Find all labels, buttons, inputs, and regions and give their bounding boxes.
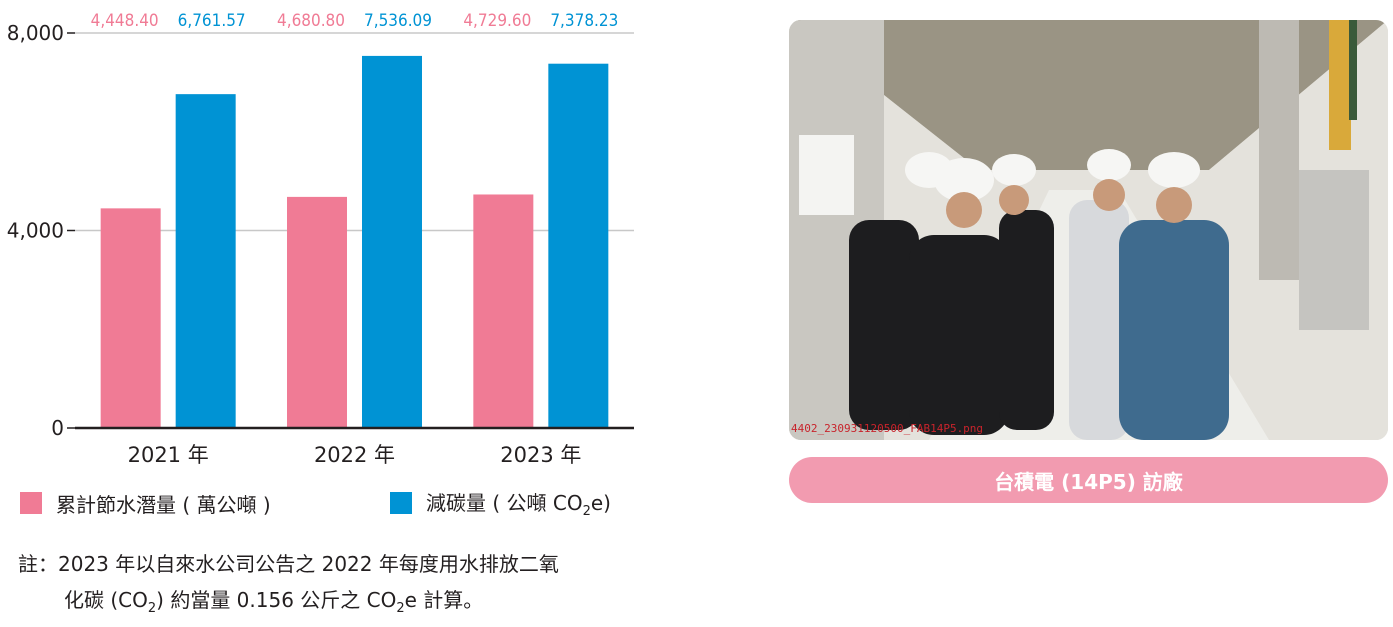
data-label: 4,448.40 <box>91 11 159 31</box>
x-tick-label: 2022 年 <box>314 443 395 467</box>
bar <box>362 55 422 429</box>
y-tick-label: 0 <box>51 416 64 440</box>
legend-item-water: 累計節水潛量 ( 萬公噸 ) <box>20 486 271 520</box>
bar <box>287 196 347 428</box>
legend-label-water: 累計節水潛量 ( 萬公噸 ) <box>56 492 271 517</box>
grid-lines <box>75 32 634 232</box>
data-label: 4,729.60 <box>463 11 531 31</box>
footnote-line-2: 化碳 (CO2) 約當量 0.156 公斤之 CO2e 計算。 <box>64 588 484 616</box>
legend-item-carbon: 減碳量 ( 公噸 CO2e) <box>390 486 611 520</box>
x-tick-label: 2021 年 <box>128 443 209 467</box>
y-tick-label: 4,000 <box>7 219 64 243</box>
bar <box>473 194 534 428</box>
bars <box>100 55 609 429</box>
photo-watermark: 4402_230931120500_FAB14P5.png <box>791 422 983 435</box>
axes: 0 4,000 8,000 2021 年 2022 年 2023 年 <box>7 21 634 467</box>
bar <box>175 94 236 428</box>
legend-swatch-water <box>20 492 42 514</box>
data-labels: 4,448.40 6,761.57 4,680.80 7,536.09 4,729.60… <box>91 11 619 31</box>
data-label: 7,378.23 <box>550 11 618 31</box>
bar <box>100 208 161 428</box>
factory-visit-photo: 4402_230931120500_FAB14P5.png <box>789 20 1388 440</box>
legend-swatch-carbon <box>390 492 412 514</box>
legend-label-carbon: 減碳量 ( 公噸 CO2e) <box>426 491 611 519</box>
bar-chart: 4,448.40 6,761.57 4,680.80 7,536.09 4,729.60… <box>7 11 634 467</box>
footnote: 註：2023 年以自來水公司公告之 2022 年每度用水排放二氧 化碳 (CO2… <box>18 546 658 627</box>
data-label: 7,536.09 <box>364 11 432 31</box>
photo-caption: 台積電 (14P5) 訪廠 <box>789 457 1388 503</box>
data-label: 4,680.80 <box>277 11 345 31</box>
bar <box>548 63 609 429</box>
data-label: 6,761.57 <box>178 11 246 31</box>
y-tick-label: 8,000 <box>7 21 64 45</box>
footnote-line-1: 註：2023 年以自來水公司公告之 2022 年每度用水排放二氧 <box>18 552 559 576</box>
x-tick-label: 2023 年 <box>500 443 581 467</box>
